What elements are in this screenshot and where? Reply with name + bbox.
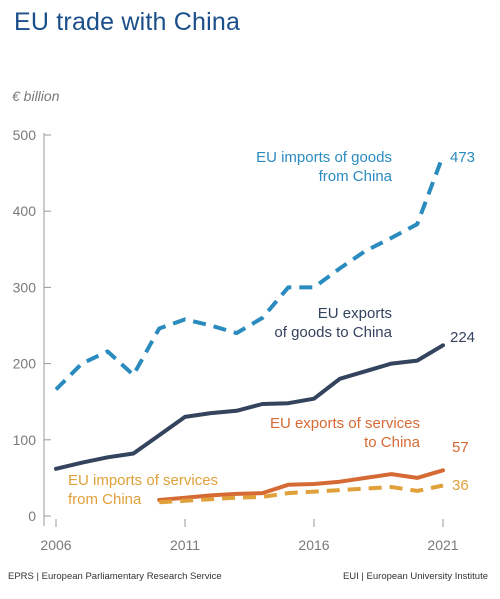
series-label-line: to China (364, 434, 421, 451)
y-tick-label: 300 (13, 279, 37, 295)
series-label-line: of goods to China (274, 324, 392, 341)
y-tick-label: 100 (13, 432, 37, 448)
x-tick-label: 2021 (427, 537, 458, 553)
y-tick-label: 500 (13, 127, 37, 143)
series-label-line: EU imports of goods (256, 149, 392, 166)
y-tick-label: 0 (28, 508, 36, 524)
x-tick-label: 2011 (170, 537, 200, 553)
series-line-exports-goods (54, 343, 445, 471)
y-tick-label: 400 (13, 203, 37, 219)
series-label-imports-services: EU imports of services from China (68, 472, 218, 508)
series-line-exports-services (157, 468, 445, 502)
end-value-label-imports-services: 36 (452, 477, 469, 494)
x-tick-label: 2006 (40, 537, 71, 553)
series-label-line: EU exports of services (270, 415, 420, 432)
series-label-line: from China (319, 168, 393, 185)
end-value-label-exports-goods: 224 (450, 329, 475, 346)
series-label-exports-goods: EU exports of goods to China (274, 305, 392, 341)
series-label-line: EU exports (318, 305, 392, 322)
series-label-imports-goods: EU imports of goods from China (256, 149, 393, 185)
chart-title: EU trade with China (14, 8, 241, 36)
footer-source-left: EPRS | European Parliamentary Research S… (8, 571, 222, 582)
series-line-imports-services (159, 483, 444, 505)
y-tick-label: 200 (13, 356, 37, 372)
footer-source-right: EUI | European University Institute (342, 571, 488, 582)
end-value-label-imports-goods: 473 (450, 149, 475, 166)
series-label-line: from China (68, 491, 142, 508)
y-axis-unit-label: € billion (12, 88, 60, 104)
x-tick-label: 2016 (298, 537, 329, 553)
series-label-line: EU imports of services (68, 472, 218, 489)
end-value-label-exports-services: 57 (452, 439, 469, 456)
series-label-exports-services: EU exports of services to China (270, 415, 421, 451)
series-line-imports-goods (54, 154, 445, 391)
